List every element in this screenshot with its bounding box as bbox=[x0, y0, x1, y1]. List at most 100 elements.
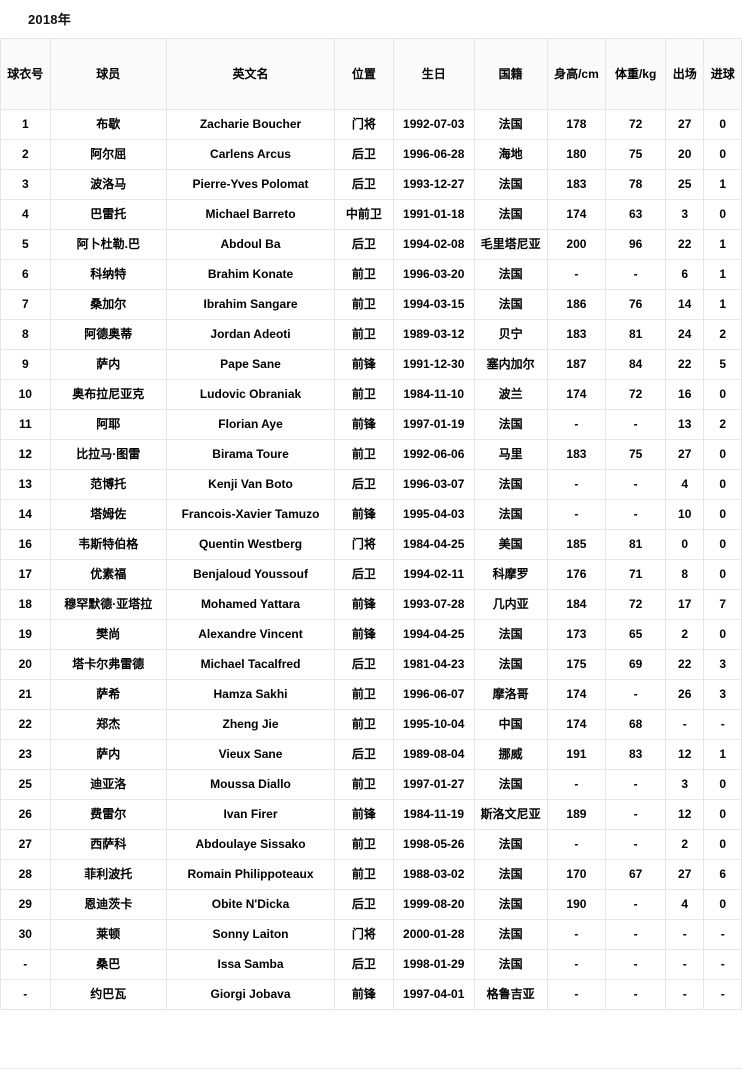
cell-player-name-cn: 菲利波托 bbox=[49, 859, 168, 890]
cell-birthday: 1993-12-27 bbox=[392, 169, 475, 200]
cell-birthday: 1989-08-04 bbox=[392, 739, 475, 770]
table-row: - 桑巴 Issa Samba 后卫 1998-01-29 法国 - - - - bbox=[0, 949, 742, 980]
cell-weight: 75 bbox=[605, 139, 666, 170]
cell-birthday: 1989-03-12 bbox=[392, 319, 475, 350]
table-row: 9 萨内 Pape Sane 前锋 1991-12-30 塞内加尔 187 84 22 5 bbox=[0, 349, 742, 380]
cell-birthday: 1996-06-07 bbox=[392, 679, 475, 710]
cell-player-name-cn: 阿尔屈 bbox=[49, 139, 168, 170]
cell-birthday: 1995-04-03 bbox=[392, 499, 475, 530]
table-row: 26 费雷尔 Ivan Firer 前锋 1984-11-19 斯洛文尼亚 189-12 0 bbox=[0, 799, 742, 830]
cell-height: 187 bbox=[546, 349, 607, 380]
cell-shirt-number: 21 bbox=[0, 679, 51, 710]
cell-goals: - bbox=[703, 709, 742, 740]
cell-appearances: 6 bbox=[664, 259, 705, 290]
cell-weight: 72 bbox=[605, 589, 666, 620]
cell-birthday: 1992-06-06 bbox=[392, 439, 475, 470]
column-header-goals: 进球 bbox=[703, 38, 742, 110]
cell-appearances: - bbox=[664, 709, 705, 740]
cell-nationality: 法国 bbox=[473, 199, 548, 230]
column-header-height: 身高/cm bbox=[546, 38, 607, 110]
column-header-player-en: 英文名 bbox=[165, 38, 336, 110]
cell-player-name-en: Zheng Jie bbox=[165, 709, 336, 740]
cell-nationality: 法国 bbox=[473, 769, 548, 800]
cell-height: - bbox=[546, 829, 607, 860]
cell-shirt-number: 26 bbox=[0, 799, 51, 830]
cell-weight: - bbox=[605, 769, 666, 800]
cell-height: 180 bbox=[546, 139, 607, 170]
column-header-player-cn: 球员 bbox=[49, 38, 168, 110]
cell-player-name-cn: 莱顿 bbox=[49, 919, 168, 950]
cell-height: 170 bbox=[546, 859, 607, 890]
cell-weight: 81 bbox=[605, 319, 666, 350]
table-row: 23 萨内 Vieux Sane 后卫 1989-08-04 挪威 191 83 12 1 bbox=[0, 739, 742, 770]
cell-birthday: 1993-07-28 bbox=[392, 589, 475, 620]
cell-position: 前卫 bbox=[334, 829, 394, 860]
cell-height: 175 bbox=[546, 649, 607, 680]
cell-nationality: 法国 bbox=[473, 949, 548, 980]
cell-birthday: 1995-10-04 bbox=[392, 709, 475, 740]
cell-birthday: 1991-01-18 bbox=[392, 199, 475, 230]
table-row: 20 塔卡尔弗雷德 Michael Tacalfred 后卫 1981-04-23 法国 1… bbox=[0, 649, 742, 680]
cell-position: 前卫 bbox=[334, 769, 394, 800]
cell-nationality: 法国 bbox=[473, 859, 548, 890]
cell-height: 183 bbox=[546, 439, 607, 470]
cell-goals: 6 bbox=[703, 859, 742, 890]
cell-player-name-en: Pierre-Yves Polomat bbox=[165, 169, 336, 200]
cell-player-name-cn: 布歇 bbox=[49, 109, 168, 140]
cell-height: 184 bbox=[546, 589, 607, 620]
cell-player-name-en: Brahim Konate bbox=[165, 259, 336, 290]
cell-goals: 0 bbox=[703, 889, 742, 920]
cell-weight: 71 bbox=[605, 559, 666, 590]
table-row: 13 范博托 Kenji Van Boto 后卫 1996-03-07 法国 - -4 0 bbox=[0, 469, 742, 500]
cell-appearances: 4 bbox=[664, 469, 705, 500]
cell-nationality: 马里 bbox=[473, 439, 548, 470]
cell-weight: 65 bbox=[605, 619, 666, 650]
cell-shirt-number: 16 bbox=[0, 529, 51, 560]
cell-position: 前锋 bbox=[334, 589, 394, 620]
cell-position: 前卫 bbox=[334, 379, 394, 410]
cell-shirt-number: 10 bbox=[0, 379, 51, 410]
cell-goals: 0 bbox=[703, 769, 742, 800]
cell-appearances: 17 bbox=[664, 589, 705, 620]
table-row: 27 西萨科 Abdoulaye Sissako 前卫 1998-05-26 法国 - -2 0 bbox=[0, 829, 742, 860]
cell-shirt-number: 23 bbox=[0, 739, 51, 770]
cell-weight: - bbox=[605, 829, 666, 860]
cell-shirt-number: 13 bbox=[0, 469, 51, 500]
cell-nationality: 斯洛文尼亚 bbox=[473, 799, 548, 830]
cell-player-name-cn: 约巴瓦 bbox=[49, 979, 168, 1010]
cell-goals: 0 bbox=[703, 139, 742, 170]
cell-position: 门将 bbox=[334, 529, 394, 560]
cell-birthday: 1998-01-29 bbox=[392, 949, 475, 980]
cell-goals: 0 bbox=[703, 829, 742, 860]
cell-nationality: 法国 bbox=[473, 889, 548, 920]
cell-shirt-number: 7 bbox=[0, 289, 51, 320]
cell-appearances: - bbox=[664, 979, 705, 1010]
cell-position: 后卫 bbox=[334, 229, 394, 260]
cell-player-name-en: Issa Samba bbox=[165, 949, 336, 980]
cell-player-name-cn: 恩迪茨卡 bbox=[49, 889, 168, 920]
cell-weight: 96 bbox=[605, 229, 666, 260]
cell-height: 174 bbox=[546, 679, 607, 710]
cell-player-name-en: Hamza Sakhi bbox=[165, 679, 336, 710]
cell-appearances: 12 bbox=[664, 739, 705, 770]
cell-appearances: 27 bbox=[664, 859, 705, 890]
cell-goals: 1 bbox=[703, 739, 742, 770]
cell-weight: - bbox=[605, 799, 666, 830]
cell-goals: 0 bbox=[703, 439, 742, 470]
cell-position: 门将 bbox=[334, 109, 394, 140]
table-row: - 约巴瓦 Giorgi Jobava 前锋 1997-04-01 格鲁吉亚 - - - - bbox=[0, 979, 742, 1010]
column-header-appearances: 出场 bbox=[664, 38, 705, 110]
cell-player-name-en: Moussa Diallo bbox=[165, 769, 336, 800]
cell-position: 后卫 bbox=[334, 649, 394, 680]
cell-weight: 72 bbox=[605, 379, 666, 410]
cell-shirt-number: 27 bbox=[0, 829, 51, 860]
table-header: 球衣号 球员 英文名 位置 生日 国籍 身高/cm 体重/kg 出场 进球 bbox=[0, 38, 742, 110]
cell-height: 186 bbox=[546, 289, 607, 320]
table-row: 5 阿卜杜勒.巴 Abdoul Ba 后卫 1994-02-08 毛里塔尼亚 200 96 22… bbox=[0, 229, 742, 260]
cell-shirt-number: 12 bbox=[0, 439, 51, 470]
cell-birthday: 1997-04-01 bbox=[392, 979, 475, 1010]
cell-position: 前锋 bbox=[334, 799, 394, 830]
page-title: 2018年 bbox=[28, 12, 71, 27]
cell-birthday: 1984-04-25 bbox=[392, 529, 475, 560]
cell-player-name-cn: 塔姆佐 bbox=[49, 499, 168, 530]
